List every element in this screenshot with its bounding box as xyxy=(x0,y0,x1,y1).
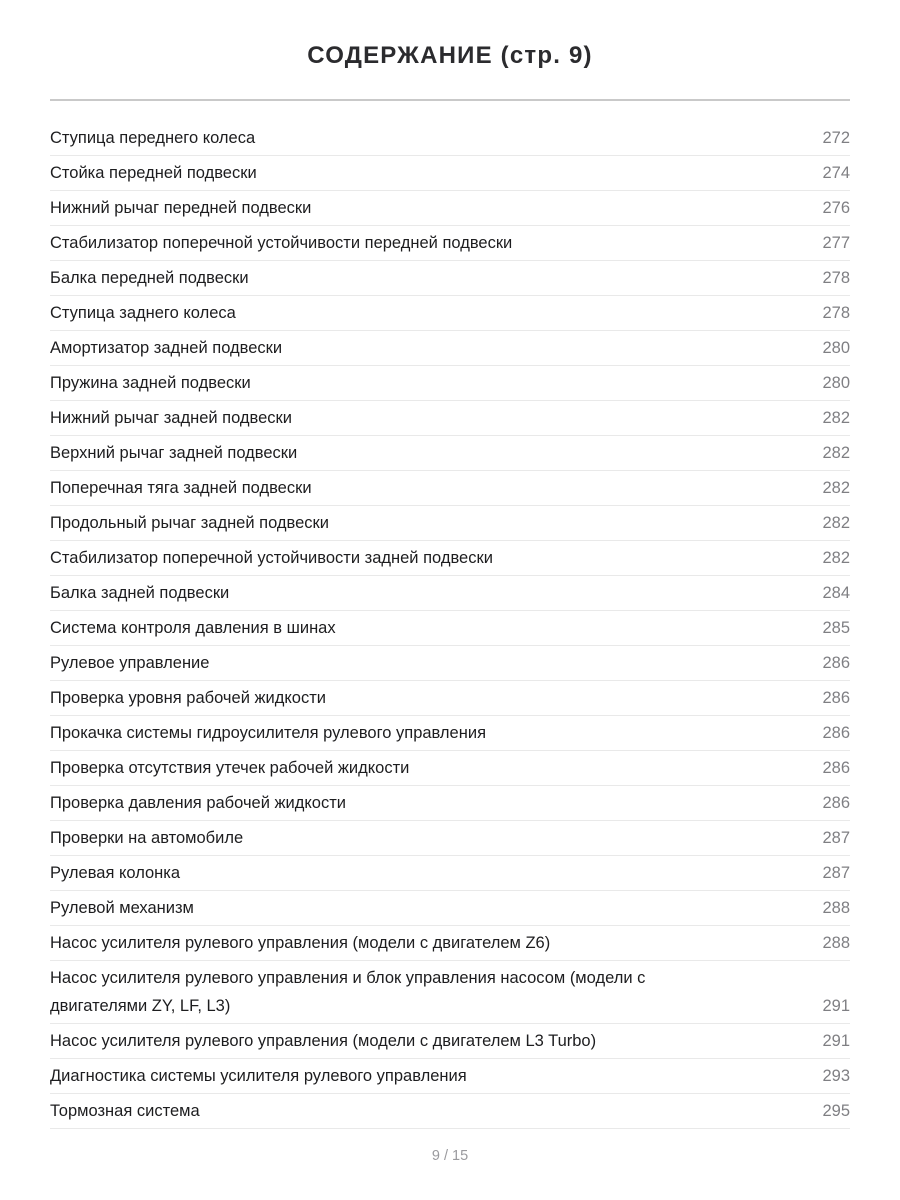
toc-entry-page: 286 xyxy=(822,654,850,672)
toc-entry-label: Рулевой механизм xyxy=(50,899,194,917)
toc-entry[interactable]: Диагностика системы усилителя рулевого у… xyxy=(50,1059,850,1094)
toc-entry-label: Система контроля давления в шинах xyxy=(50,619,336,637)
toc-entry[interactable]: Стабилизатор поперечной устойчивости пер… xyxy=(50,226,850,261)
toc-entry-label: Пружина задней подвески xyxy=(50,374,251,392)
toc-entry-page: 285 xyxy=(822,619,850,637)
toc-entry[interactable]: Рулевая колонка 287 xyxy=(50,856,850,891)
toc-entry-page: 282 xyxy=(822,514,850,532)
toc-entry-label: Стойка передней подвески xyxy=(50,164,257,182)
toc-entry-label: Амортизатор задней подвески xyxy=(50,339,283,357)
toc-entry-page: 286 xyxy=(822,794,850,812)
toc-entry-page: 291 xyxy=(822,997,850,1015)
toc-entry-page: 282 xyxy=(822,479,850,497)
toc-entry[interactable]: Верхний рычаг задней подвески 282 xyxy=(50,436,850,471)
toc-entry[interactable]: Балка задней подвески 284 xyxy=(50,576,850,611)
toc-entry[interactable]: Нижний рычаг задней подвески 282 xyxy=(50,401,850,436)
toc-entry[interactable]: Амортизатор задней подвески 280 xyxy=(50,331,850,366)
toc-entry-page: 280 xyxy=(822,374,850,392)
toc-entry-page: 287 xyxy=(822,864,850,882)
toc-entry-page: 295 xyxy=(822,1102,850,1120)
toc-entry[interactable]: Рулевой механизм 288 xyxy=(50,891,850,926)
toc-entry-label: Проверки на автомобиле xyxy=(50,829,244,847)
toc-entry-label: Балка задней подвески xyxy=(50,584,230,602)
toc-entry-label: Рулевое управление xyxy=(50,654,210,672)
toc-entry[interactable]: Ступица заднего колеса 278 xyxy=(50,296,850,331)
toc-entry-label: Верхний рычаг задней подвески xyxy=(50,444,298,462)
toc-entry[interactable]: Проверка отсутствия утечек рабочей жидко… xyxy=(50,751,850,786)
toc-entry-page: 278 xyxy=(822,304,850,322)
toc-entry-label: Нижний рычаг задней подвески xyxy=(50,409,292,427)
toc-entry-page: 274 xyxy=(822,164,850,182)
toc-entry[interactable]: Балка передней подвески 278 xyxy=(50,261,850,296)
toc-entry[interactable]: Насос усилителя рулевого управления (мод… xyxy=(50,926,850,961)
toc-entry-label: Проверка уровня рабочей жидкости xyxy=(50,689,326,707)
toc-entry-label: Стабилизатор поперечной устойчивости пер… xyxy=(50,234,513,252)
toc-entry-label: Насос усилителя рулевого управления (мод… xyxy=(50,1032,597,1050)
toc-entry-label: Прокачка системы гидроусилителя рулевого… xyxy=(50,724,487,742)
toc-entry-label: Нижний рычаг передней подвески xyxy=(50,199,312,217)
toc-entry-page: 287 xyxy=(822,829,850,847)
toc-entry[interactable]: Насос усилителя рулевого управления и бл… xyxy=(50,961,850,1024)
toc-entry[interactable]: Проверка давления рабочей жидкости 286 xyxy=(50,786,850,821)
toc-entry[interactable]: Насос усилителя рулевого управления (мод… xyxy=(50,1024,850,1059)
toc-entry-page: 278 xyxy=(822,269,850,287)
toc-entry-page: 282 xyxy=(822,549,850,567)
toc-entry[interactable]: Проверки на автомобиле 287 xyxy=(50,821,850,856)
toc-entry-label: Продольный рычаг задней подвески xyxy=(50,514,329,532)
toc-entry-page: 286 xyxy=(822,759,850,777)
toc-entry[interactable]: Тормозная система 295 xyxy=(50,1094,850,1129)
toc-entry[interactable]: Стабилизатор поперечной устойчивости зад… xyxy=(50,541,850,576)
toc-entry-page: 277 xyxy=(822,234,850,252)
toc-entry-page: 288 xyxy=(822,899,850,917)
title-divider xyxy=(50,99,850,101)
toc-entry-page: 282 xyxy=(822,409,850,427)
toc-entry-page: 276 xyxy=(822,199,850,217)
toc-entry-label: Насос усилителя рулевого управления (мод… xyxy=(50,934,551,952)
toc-entry[interactable]: Поперечная тяга задней подвески 282 xyxy=(50,471,850,506)
toc-entry-label: Насос усилителя рулевого управления и бл… xyxy=(50,969,646,1015)
toc-list: Ступица переднего колеса 272 Стойка пере… xyxy=(50,121,850,1129)
toc-entry[interactable]: Пружина задней подвески 280 xyxy=(50,366,850,401)
page-indicator: 9 / 15 xyxy=(431,1148,469,1164)
toc-entry-label: Поперечная тяга задней подвески xyxy=(50,479,312,497)
toc-entry-page: 284 xyxy=(822,584,850,602)
toc-entry-label: Стабилизатор поперечной устойчивости зад… xyxy=(50,549,493,567)
toc-entry-page: 288 xyxy=(822,934,850,952)
toc-entry-page: 286 xyxy=(822,724,850,742)
toc-entry-label: Тормозная система xyxy=(50,1102,200,1120)
toc-entry[interactable]: Прокачка системы гидроусилителя рулевого… xyxy=(50,716,850,751)
toc-entry[interactable]: Рулевое управление 286 xyxy=(50,646,850,681)
page-title: СОДЕРЖАНИЕ (стр. 9) xyxy=(307,42,593,69)
toc-entry-label: Проверка отсутствия утечек рабочей жидко… xyxy=(50,759,410,777)
toc-entry[interactable]: Нижний рычаг передней подвески 276 xyxy=(50,191,850,226)
toc-entry-label: Диагностика системы усилителя рулевого у… xyxy=(50,1067,467,1085)
toc-entry-page: 272 xyxy=(822,129,850,147)
toc-entry[interactable]: Ступица переднего колеса 272 xyxy=(50,121,850,156)
toc-entry-label: Проверка давления рабочей жидкости xyxy=(50,794,347,812)
toc-entry-page: 293 xyxy=(822,1067,850,1085)
toc-entry-label: Ступица заднего колеса xyxy=(50,304,236,322)
toc-entry[interactable]: Система контроля давления в шинах 285 xyxy=(50,611,850,646)
toc-entry[interactable]: Проверка уровня рабочей жидкости 286 xyxy=(50,681,850,716)
toc-entry[interactable]: Стойка передней подвески 274 xyxy=(50,156,850,191)
toc-entry-label: Рулевая колонка xyxy=(50,864,181,882)
toc-entry-page: 291 xyxy=(822,1032,850,1050)
toc-entry[interactable]: Продольный рычаг задней подвески 282 xyxy=(50,506,850,541)
toc-entry-page: 286 xyxy=(822,689,850,707)
toc-entry-label: Ступица переднего колеса xyxy=(50,129,256,147)
toc-entry-page: 280 xyxy=(822,339,850,357)
toc-entry-label: Балка передней подвески xyxy=(50,269,249,287)
toc-entry-page: 282 xyxy=(822,444,850,462)
